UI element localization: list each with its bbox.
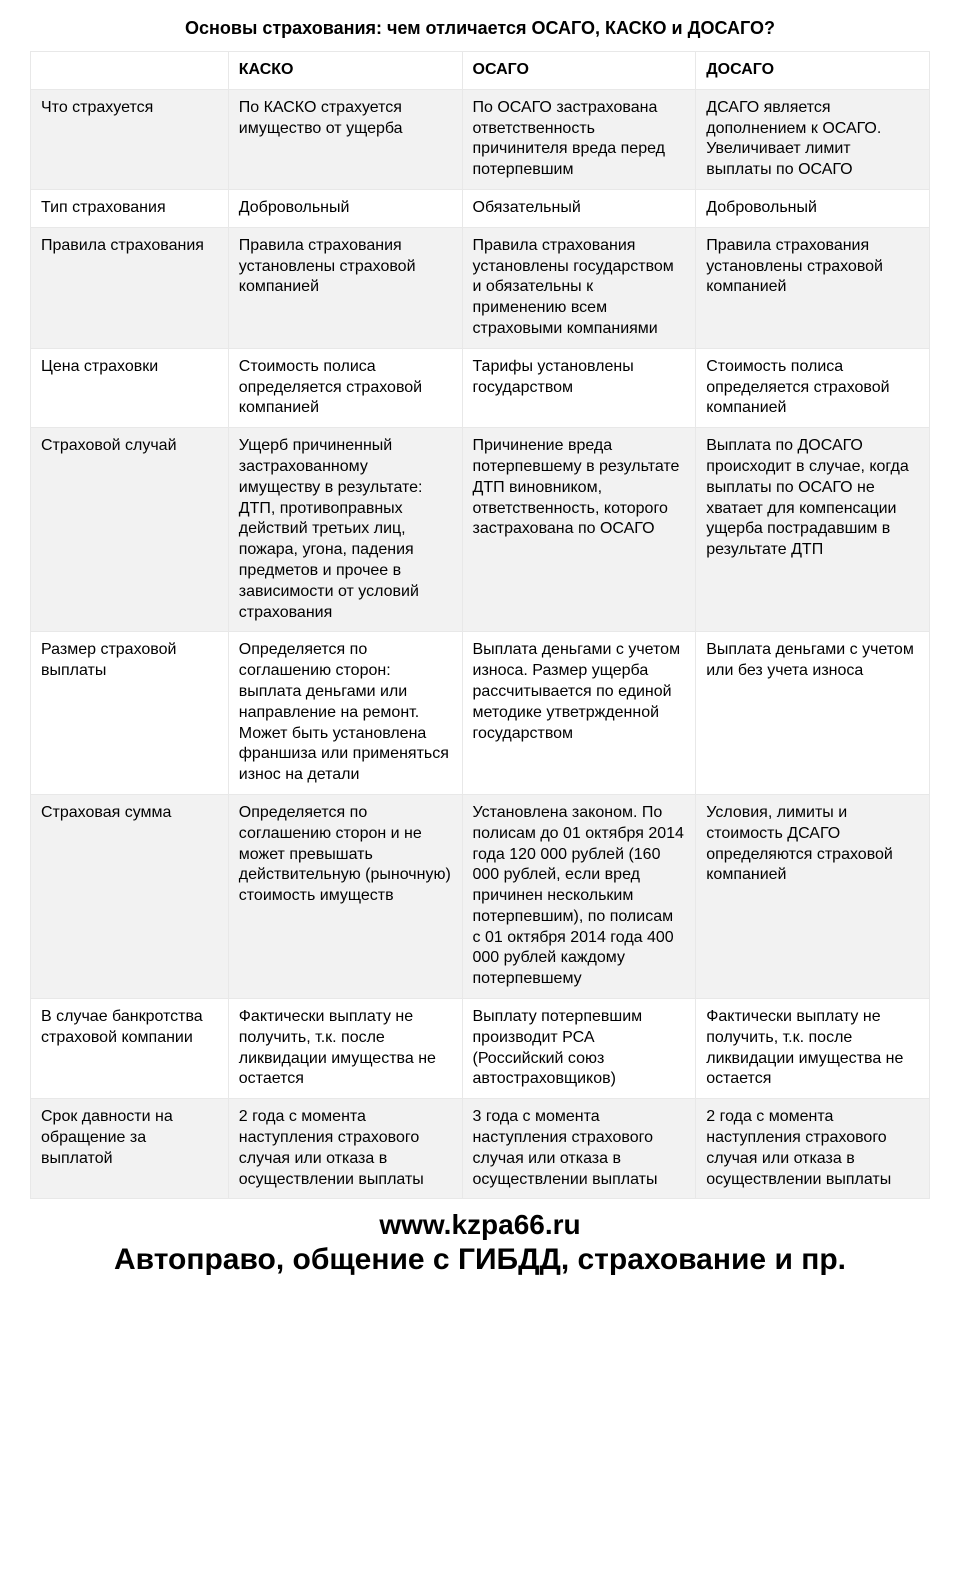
- table-row: Размер страховой выплатыОпределяется по …: [31, 632, 930, 795]
- row-label: Размер страховой выплаты: [31, 632, 229, 795]
- footer-tagline: Автоправо, общение с ГИБДД, страхование …: [30, 1243, 930, 1277]
- table-cell: Определяется по соглашению сторон и не м…: [228, 794, 462, 998]
- footer-url: www.kzpa66.ru: [30, 1209, 930, 1241]
- table-cell: 2 года с момента наступления страхового …: [228, 1099, 462, 1199]
- table-cell: Фактически выплату не получить, т.к. пос…: [228, 999, 462, 1099]
- table-cell: Установлена законом. По полисам до 01 ок…: [462, 794, 696, 998]
- table-cell: Правила страхования установлены страхово…: [228, 227, 462, 348]
- table-cell: Стоимость полиса определяется страховой …: [228, 348, 462, 427]
- table-cell: Правила страхования установлены государс…: [462, 227, 696, 348]
- row-label: Тип страхования: [31, 189, 229, 227]
- table-row: Что страхуетсяПо КАСКО страхуется имущес…: [31, 89, 930, 189]
- table-cell: По КАСКО страхуется имущество от ущерба: [228, 89, 462, 189]
- table-cell: Условия, лимиты и стоимость ДСАГО опреде…: [696, 794, 930, 998]
- col-header-dosago: ДОСАГО: [696, 52, 930, 90]
- row-label: Страховой случай: [31, 428, 229, 632]
- table-cell: Добровольный: [696, 189, 930, 227]
- table-cell: Выплату потерпевшим производит РСА (Росс…: [462, 999, 696, 1099]
- row-label: Цена страховки: [31, 348, 229, 427]
- table-cell: По ОСАГО застрахована ответственность пр…: [462, 89, 696, 189]
- table-cell: 3 года с момента наступления страхового …: [462, 1099, 696, 1199]
- table-row: Цена страховкиСтоимость полиса определяе…: [31, 348, 930, 427]
- table-cell: Выплата по ДОСАГО происходит в случае, к…: [696, 428, 930, 632]
- table-cell: Фактически выплату не получить, т.к. пос…: [696, 999, 930, 1099]
- table-cell: Ущерб причиненный застрахованному имущес…: [228, 428, 462, 632]
- row-label: Что страхуется: [31, 89, 229, 189]
- col-header-empty: [31, 52, 229, 90]
- table-row: Срок давности на обращение за выплатой2 …: [31, 1099, 930, 1199]
- comparison-table: КАСКО ОСАГО ДОСАГО Что страхуетсяПо КАСК…: [30, 51, 930, 1199]
- row-label: Страховая сумма: [31, 794, 229, 998]
- table-row: В случае банкротства страховой компанииФ…: [31, 999, 930, 1099]
- table-cell: Причинение вреда потерпевшему в результа…: [462, 428, 696, 632]
- table-row: Правила страхованияПравила страхования у…: [31, 227, 930, 348]
- table-cell: Выплата деньгами с учетом или без учета …: [696, 632, 930, 795]
- table-cell: Выплата деньгами с учетом износа. Размер…: [462, 632, 696, 795]
- page-title: Основы страхования: чем отличается ОСАГО…: [30, 10, 930, 51]
- row-label: Срок давности на обращение за выплатой: [31, 1099, 229, 1199]
- table-row: Страховой случайУщерб причиненный застра…: [31, 428, 930, 632]
- table-cell: Правила страхования установлены страхово…: [696, 227, 930, 348]
- table-cell: Добровольный: [228, 189, 462, 227]
- table-row: Тип страхованияДобровольныйОбязательныйД…: [31, 189, 930, 227]
- col-header-kasko: КАСКО: [228, 52, 462, 90]
- table-cell: Стоимость полиса определяется страховой …: [696, 348, 930, 427]
- col-header-osago: ОСАГО: [462, 52, 696, 90]
- table-cell: Тарифы установлены государством: [462, 348, 696, 427]
- row-label: В случае банкротства страховой компании: [31, 999, 229, 1099]
- table-cell: ДСАГО является дополнением к ОСАГО. Увел…: [696, 89, 930, 189]
- table-row: Страховая суммаОпределяется по соглашени…: [31, 794, 930, 998]
- table-cell: Определяется по соглашению сторон: выпла…: [228, 632, 462, 795]
- table-cell: 2 года с момента наступления страхового …: [696, 1099, 930, 1199]
- table-cell: Обязательный: [462, 189, 696, 227]
- row-label: Правила страхования: [31, 227, 229, 348]
- table-header-row: КАСКО ОСАГО ДОСАГО: [31, 52, 930, 90]
